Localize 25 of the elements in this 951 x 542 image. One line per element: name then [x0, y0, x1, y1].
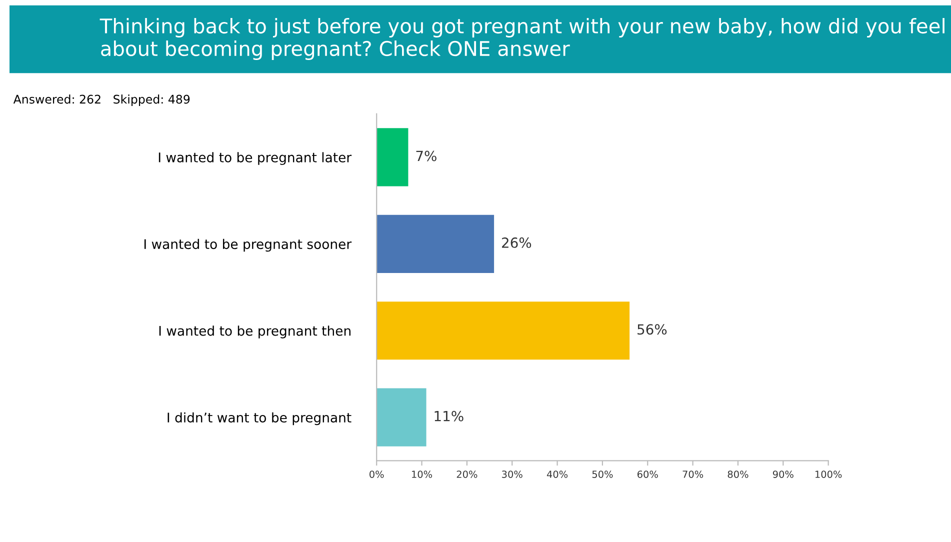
bar	[376, 302, 630, 360]
x-tick-label: 80%	[728, 470, 748, 478]
bar	[376, 214, 494, 273]
bar	[376, 128, 408, 186]
data-label: 7%	[416, 150, 436, 162]
x-tick-label: 90%	[772, 470, 794, 478]
data-label: 26%	[502, 237, 532, 248]
x-tick-label: 70%	[682, 470, 704, 478]
x-tick-label: 10%	[412, 470, 432, 478]
bar	[376, 388, 426, 446]
x-tick-label: 40%	[546, 470, 568, 478]
y-tick-label: I wanted to be pregnant later	[158, 152, 352, 165]
data-label: 11%	[434, 410, 464, 422]
text: Answered: 262 Skipped: 489	[13, 94, 190, 106]
y-tick-label: I didn’t want to be pregnant	[168, 412, 352, 426]
y-tick-label: I wanted to be pregnant then	[159, 326, 350, 338]
x-tick-label: 60%	[638, 470, 658, 478]
x-tick-label: 100%	[815, 470, 842, 478]
x-tick-label: 30%	[502, 470, 522, 478]
chart-title: Thinking back to just before you got pregnant with your new baby, how did you feel about becoming pregnant? Check ONE answer	[100, 18, 944, 60]
x-tick-label: 50%	[592, 470, 613, 478]
x-tick-label: 0%	[370, 470, 384, 478]
data-label: 56%	[638, 324, 667, 335]
x-tick-label: 20%	[456, 470, 478, 478]
y-tick-label: I wanted to be pregnant sooner	[144, 238, 352, 252]
